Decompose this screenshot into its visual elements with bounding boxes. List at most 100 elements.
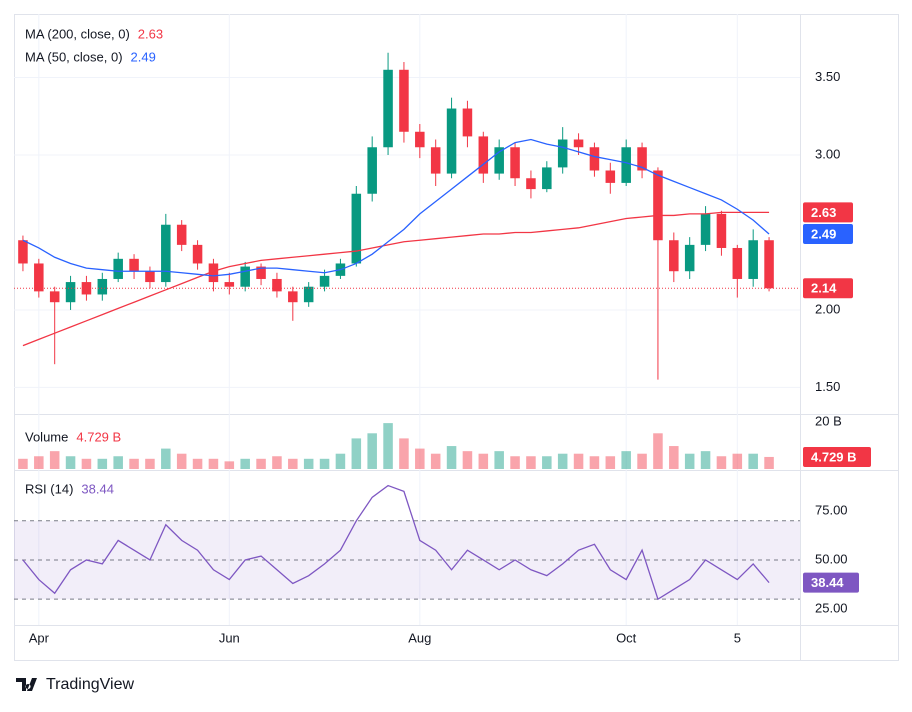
price-label-box: [803, 278, 853, 299]
y-tick-label: 50.00: [815, 551, 848, 566]
pane-title: Volume: [25, 429, 68, 444]
volume-bar: [176, 453, 187, 469]
volume-bar: [684, 453, 695, 469]
legend-name: MA (50, close, 0): [25, 49, 123, 64]
candle-body: [176, 224, 187, 245]
volume-bar: [589, 456, 600, 469]
candle-body: [161, 224, 171, 283]
price-label: 2.14: [811, 281, 837, 296]
candle-body: [351, 193, 362, 264]
volume-bar: [113, 456, 123, 469]
candle-body: [97, 278, 108, 295]
volume-bar: [272, 456, 282, 469]
volume-bar: [430, 453, 441, 469]
brand: TradingView: [46, 676, 134, 693]
pane-value: 4.729 B: [76, 429, 121, 444]
price-label-box: [803, 572, 859, 593]
candle-body: [49, 291, 60, 303]
x-tick-label: 5: [734, 630, 741, 645]
candle-body: [462, 108, 473, 137]
volume-bar: [192, 458, 203, 469]
candle-body: [716, 213, 727, 248]
candle-body: [303, 286, 314, 303]
y-tick-label: 1.50: [815, 379, 840, 394]
volume-bar: [446, 446, 457, 469]
volume-bar: [351, 438, 362, 469]
candle-body: [542, 167, 552, 190]
y-tick-label: 2.00: [815, 301, 840, 316]
y-tick-label: 3.00: [815, 146, 840, 161]
volume-bar: [478, 453, 489, 469]
volume-bar: [669, 446, 679, 469]
candle-body: [367, 147, 377, 194]
candle-body: [399, 69, 409, 132]
candle-body: [18, 240, 28, 264]
volume-bar: [383, 423, 393, 469]
candle-body: [224, 282, 235, 287]
volume-bar: [494, 451, 504, 469]
candle-body: [65, 282, 76, 303]
volume-bar: [81, 458, 92, 469]
candle-body: [653, 170, 663, 241]
legend-name: MA (200, close, 0): [25, 26, 130, 41]
volume-bar: [129, 458, 139, 469]
volume-bar: [224, 461, 235, 469]
volume-bar: [145, 458, 155, 469]
price-label-box: [803, 447, 871, 467]
candle-body: [510, 147, 520, 179]
volume-bar: [399, 438, 409, 469]
candle-body: [256, 266, 266, 279]
candle-body: [589, 147, 600, 171]
candle-body: [272, 278, 282, 292]
candle-body: [684, 244, 695, 272]
candle-body: [637, 147, 647, 171]
candle-body: [383, 69, 393, 148]
candle-body: [557, 139, 568, 168]
y-tick-label: 25.00: [815, 600, 848, 615]
price-label: 38.44: [811, 575, 844, 590]
y-tick-label: 3.50: [815, 69, 840, 84]
volume-bar: [557, 453, 568, 469]
frame: [14, 14, 899, 661]
candle-body: [494, 147, 504, 174]
volume-bar: [288, 458, 298, 469]
candle-body: [113, 258, 123, 279]
candle-body: [621, 147, 631, 183]
volume-bar: [542, 456, 552, 469]
ma-line: [22, 138, 770, 277]
candle-body: [288, 291, 298, 303]
x-tick-label: Aug: [408, 630, 431, 645]
candle-body: [764, 240, 774, 289]
pane-title: RSI (14): [25, 481, 73, 496]
legend-value: 2.49: [131, 49, 156, 64]
volume-bar: [732, 453, 743, 469]
volume-bar: [637, 453, 647, 469]
volume-bar: [764, 456, 774, 469]
price-label: 4.729 B: [811, 449, 857, 464]
y-tick-label: 75.00: [815, 502, 848, 517]
candle-body: [573, 139, 584, 148]
price-label-box: [803, 202, 853, 223]
legend-value: 2.63: [138, 26, 163, 41]
volume-bar: [605, 456, 616, 469]
candle-body: [526, 178, 536, 190]
volume-bar: [256, 458, 266, 469]
volume-bar: [653, 433, 663, 469]
candle-body: [240, 266, 250, 287]
volume-bar: [319, 458, 330, 469]
volume-bar: [367, 433, 377, 469]
volume-bar: [415, 448, 425, 469]
volume-bar: [335, 453, 346, 469]
volume-bar: [748, 453, 758, 469]
volume-bar: [510, 456, 520, 469]
candle-body: [700, 213, 711, 245]
volume-bar: [700, 451, 711, 469]
price-label: 2.63: [811, 205, 836, 220]
candle-body: [208, 263, 219, 283]
volume-bar: [97, 458, 108, 469]
volume-bar: [65, 456, 76, 469]
candle-body: [732, 247, 743, 279]
volume-bar: [34, 456, 44, 469]
volume-bar: [18, 458, 28, 469]
